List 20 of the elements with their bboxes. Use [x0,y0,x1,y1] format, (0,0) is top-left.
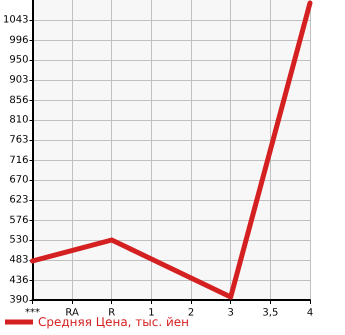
y-tick-label: 623 [9,194,28,206]
x-tick-label: 3 [228,308,234,318]
y-tick-label: 670 [9,174,28,186]
y-tick-label: 436 [9,274,28,286]
y-tick-label: 763 [9,134,28,146]
y-tick-label: 950 [9,54,28,66]
x-tick-label: 4 [306,308,314,318]
y-tick-label: 716 [9,154,28,166]
y-tick-label: 856 [9,94,28,106]
x-tick-label: 2 [188,308,194,318]
y-tick-label: 576 [9,214,28,226]
y-tick-label: 903 [9,74,28,86]
y-tick-label: 483 [9,254,28,266]
y-tick-label: 1043 [2,14,28,26]
y-tick-label: 390 [9,294,28,306]
x-tick-label: *** [24,308,40,318]
y-tick-label: 810 [9,114,28,126]
y-tick-label: 530 [9,234,28,246]
x-tick-label: 3,5 [262,308,278,318]
y-tick-label: 996 [9,34,28,46]
